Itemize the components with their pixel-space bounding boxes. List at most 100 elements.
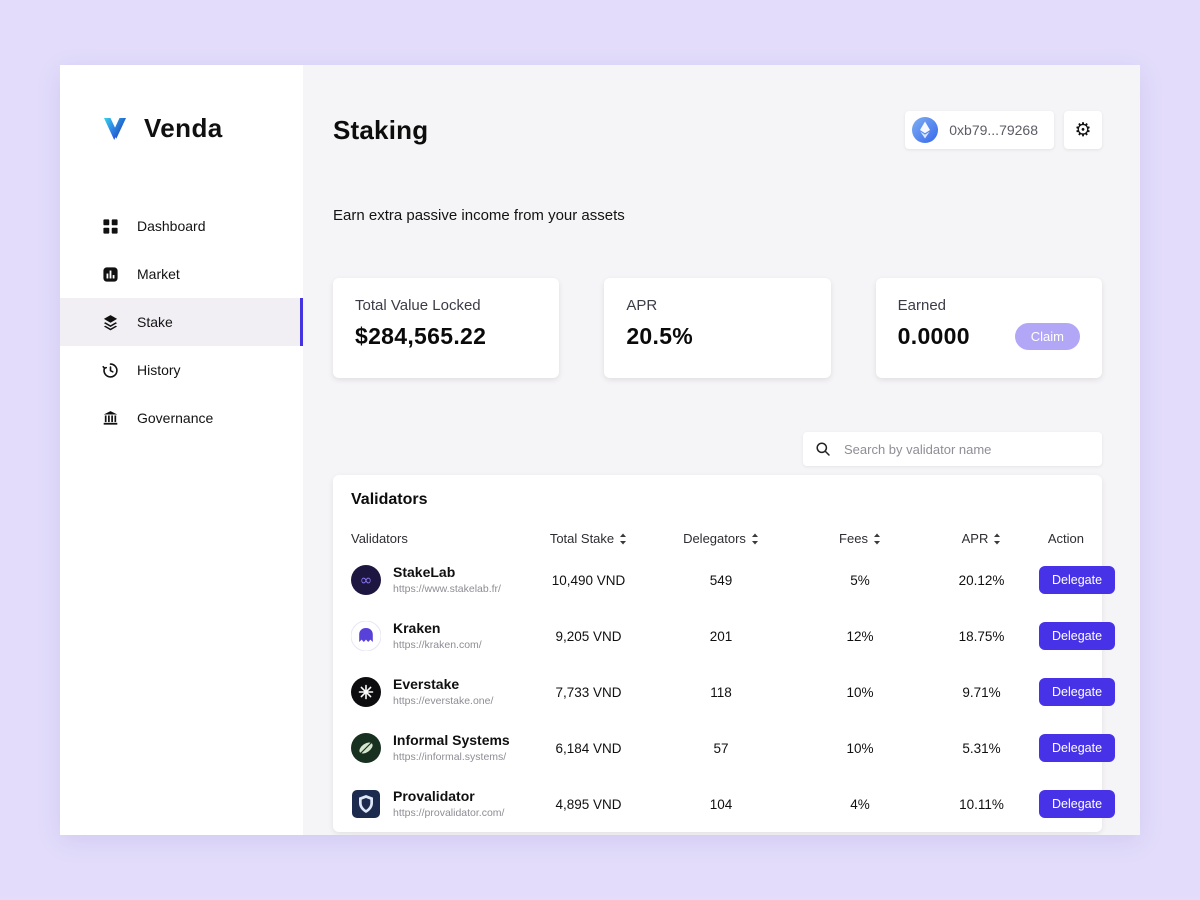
sidebar-item-label: Governance <box>137 410 214 426</box>
page-subtitle: Earn extra passive income from your asse… <box>333 207 625 224</box>
stat-value-earned: 0.0000 <box>897 323 970 349</box>
validator-name: Provalidator <box>393 787 475 804</box>
total-stake-value: 7,733 VND <box>555 684 622 700</box>
validator-name: Kraken <box>393 619 441 636</box>
column-header-fees[interactable]: Fees <box>796 531 924 546</box>
column-header-action: Action <box>1047 531 1084 546</box>
dashboard-grid-icon <box>101 217 119 235</box>
sidebar: Venda Dashboard <box>60 65 303 835</box>
apr-value: 10.11% <box>959 796 1004 812</box>
apr-value: 20.12% <box>958 572 1005 588</box>
validator-row-informal-systems: Informal Systems https://informal.system… <box>351 726 1116 770</box>
fees-value: 10% <box>846 684 874 700</box>
sort-icon <box>873 533 880 544</box>
column-header-apr[interactable]: APR <box>924 531 1039 546</box>
fees-value: 10% <box>846 740 874 756</box>
page-header: Staking 0xb79...79268 <box>333 111 1102 149</box>
fees-value: 5% <box>850 572 870 588</box>
validator-url[interactable]: https://provalidator.com/ <box>393 807 505 820</box>
informal-systems-avatar-icon <box>351 732 381 763</box>
column-header-delegators[interactable]: Delegators <box>646 531 796 546</box>
validator-url[interactable]: https://kraken.com/ <box>393 639 482 652</box>
sidebar-item-label: Stake <box>137 314 173 330</box>
app-window: Venda Dashboard <box>60 65 1140 835</box>
validator-row-kraken: Kraken https://kraken.com/ 9,205 VND 201… <box>351 614 1116 658</box>
sidebar-item-governance[interactable]: Governance <box>60 394 303 442</box>
provalidator-avatar-icon <box>352 789 380 818</box>
sidebar-item-label: History <box>137 362 181 378</box>
validator-name: Everstake <box>393 675 460 692</box>
delegate-button[interactable]: Delegate <box>1039 790 1116 818</box>
validator-url[interactable]: https://www.stakelab.fr/ <box>393 583 501 596</box>
sort-icon <box>994 533 1001 544</box>
delegators-value: 57 <box>713 740 729 756</box>
sidebar-nav: Dashboard Market <box>60 202 303 442</box>
header-actions: 0xb79...79268 ⚙ <box>905 111 1102 149</box>
column-header-validators: Validators <box>351 531 408 546</box>
apr-value: 9.71% <box>962 684 1001 700</box>
wallet-address: 0xb79...79268 <box>949 122 1038 138</box>
bar-chart-icon <box>101 265 119 283</box>
total-stake-value: 4,895 VND <box>555 796 622 812</box>
search-box <box>803 432 1102 466</box>
delegate-button[interactable]: Delegate <box>1039 734 1116 762</box>
layers-icon <box>101 313 119 331</box>
delegators-value: 104 <box>709 796 733 812</box>
bank-icon <box>101 409 119 427</box>
validator-row-everstake: Everstake https://everstake.one/ 7,733 V… <box>351 670 1116 714</box>
kraken-avatar-icon <box>351 620 381 651</box>
svg-text:∞: ∞ <box>360 571 373 589</box>
search-input[interactable] <box>842 440 1090 458</box>
stat-card-total-value-locked: Total Value Locked $284,565.22 <box>333 278 560 378</box>
brand-logo: Venda <box>60 65 303 144</box>
venda-logo-icon <box>104 117 126 140</box>
total-stake-value: 9,205 VND <box>555 628 622 644</box>
delegators-value: 118 <box>710 684 732 700</box>
search-icon <box>815 441 831 457</box>
stat-card-apr: APR 20.5% <box>604 278 831 378</box>
validator-url[interactable]: https://everstake.one/ <box>393 695 494 708</box>
claim-button[interactable]: Claim <box>1014 323 1080 350</box>
sidebar-item-label: Dashboard <box>137 218 206 234</box>
ethereum-icon <box>912 117 939 143</box>
main-content: Staking 0xb79...79268 <box>303 65 1140 835</box>
stat-label: Earned <box>897 297 947 314</box>
settings-button[interactable]: ⚙ <box>1064 111 1102 149</box>
sidebar-item-dashboard[interactable]: Dashboard <box>60 202 303 250</box>
validator-url[interactable]: https://informal.systems/ <box>393 751 507 764</box>
stat-label: APR <box>626 297 658 314</box>
total-stake-value: 6,184 VND <box>555 740 622 756</box>
fees-value: 4% <box>850 796 870 812</box>
delegate-button[interactable]: Delegate <box>1039 622 1116 650</box>
search-row <box>333 432 1102 466</box>
page-title: Staking <box>333 114 429 145</box>
stat-label: Total Value Locked <box>355 297 481 314</box>
validator-name: StakeLab <box>393 563 456 580</box>
everstake-avatar-icon <box>351 676 381 707</box>
column-header-total-stake[interactable]: Total Stake <box>531 531 646 546</box>
apr-value: 5.31% <box>962 740 1001 756</box>
wallet-address-button[interactable]: 0xb79...79268 <box>905 111 1054 149</box>
apr-value: 18.75% <box>958 628 1005 644</box>
stat-value-tvl: $284,565.22 <box>355 323 487 349</box>
validators-table-header: Validators Total Stake Delegators Fees A… <box>351 531 1084 546</box>
delegators-value: 549 <box>709 572 733 588</box>
validator-name: Informal Systems <box>393 731 510 748</box>
total-stake-value: 10,490 VND <box>551 572 626 588</box>
stakelab-avatar-icon: ∞ <box>351 564 381 595</box>
delegate-button[interactable]: Delegate <box>1039 678 1116 706</box>
gear-icon: ⚙ <box>1074 119 1092 141</box>
sidebar-item-market[interactable]: Market <box>60 250 303 298</box>
validators-title: Validators <box>351 491 428 508</box>
sidebar-item-history[interactable]: History <box>60 346 303 394</box>
sidebar-item-stake[interactable]: Stake <box>60 298 303 346</box>
sort-icon <box>620 533 627 544</box>
sidebar-item-label: Market <box>137 266 180 282</box>
validator-row-provalidator: Provalidator https://provalidator.com/ 4… <box>351 782 1116 826</box>
stat-card-earned: Earned 0.0000 Claim <box>875 278 1102 378</box>
delegators-value: 201 <box>709 628 733 644</box>
delegate-button[interactable]: Delegate <box>1039 566 1116 594</box>
stat-value-apr: 20.5% <box>626 323 694 349</box>
stat-cards: Total Value Locked $284,565.22 APR 20.5%… <box>333 278 1102 378</box>
validators-card: Validators Validators Total Stake Delega… <box>333 475 1116 832</box>
